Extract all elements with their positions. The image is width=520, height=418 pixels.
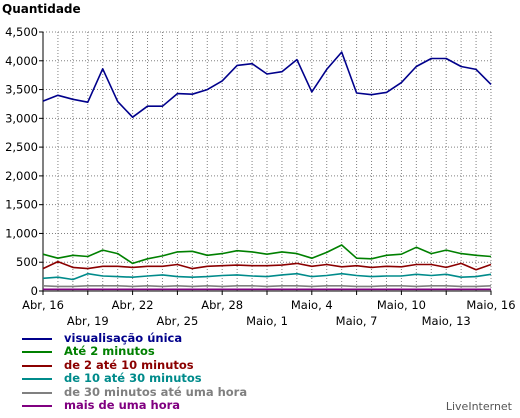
x-tick-label: Abr, 16 — [22, 298, 64, 312]
y-tick-label: 2,000 — [5, 169, 38, 183]
legend-swatch — [22, 351, 52, 354]
legend-swatch — [22, 364, 52, 367]
series-line-1 — [42, 244, 492, 265]
x-tick-label: Maio, 16 — [466, 298, 515, 312]
x-tick-label: Maio, 7 — [336, 314, 378, 328]
line-chart: 0 500 1,000 1,500 2,000 2,500 3,000 3,500 4,000 4… — [5, 25, 516, 328]
y-tick-label: 1,000 — [5, 226, 38, 240]
y-tick-label: 4,000 — [5, 54, 38, 68]
legend-label: Até 2 minutos — [64, 344, 155, 359]
brand-logo-text: LiveInternet — [445, 400, 512, 413]
x-tick-label: Maio, 10 — [377, 298, 426, 312]
legend-swatch — [22, 391, 52, 394]
x-tick-label: Maio, 1 — [246, 314, 288, 328]
y-tick-label: 0 — [31, 284, 38, 298]
y-tick-label: 4,500 — [5, 25, 38, 39]
series-line-3 — [42, 272, 492, 281]
x-tick-label: Abr, 25 — [156, 314, 198, 328]
y-tick-label: 500 — [16, 255, 38, 269]
legend-label: de 30 minutos até uma hora — [64, 384, 248, 399]
x-tick-label: Abr, 28 — [201, 298, 243, 312]
legend-swatch — [22, 338, 52, 340]
series-line-2 — [42, 260, 492, 271]
legend-label: de 10 até 30 minutos — [64, 371, 202, 386]
x-tick-label: Maio, 4 — [291, 298, 333, 312]
legend-label: de 2 até 10 minutos — [64, 357, 194, 372]
legend-label: visualisação única — [64, 331, 183, 345]
legend-label: mais de uma hora — [64, 397, 181, 412]
legend-swatch — [22, 378, 52, 381]
y-tick-label: 2,500 — [5, 140, 38, 154]
y-tick-label: 1,500 — [5, 198, 38, 212]
series-line-0 — [42, 51, 492, 118]
x-tick-label: Abr, 19 — [67, 314, 109, 328]
y-tick-label: 3,000 — [5, 111, 38, 125]
y-tick-label: 3,500 — [5, 83, 38, 97]
legend-swatch — [22, 404, 52, 407]
series-line-4 — [42, 284, 492, 288]
y-axis-title: Quantidade — [2, 2, 81, 16]
x-tick-label: Maio, 13 — [422, 314, 471, 328]
x-tick-label: Abr, 22 — [112, 298, 154, 312]
